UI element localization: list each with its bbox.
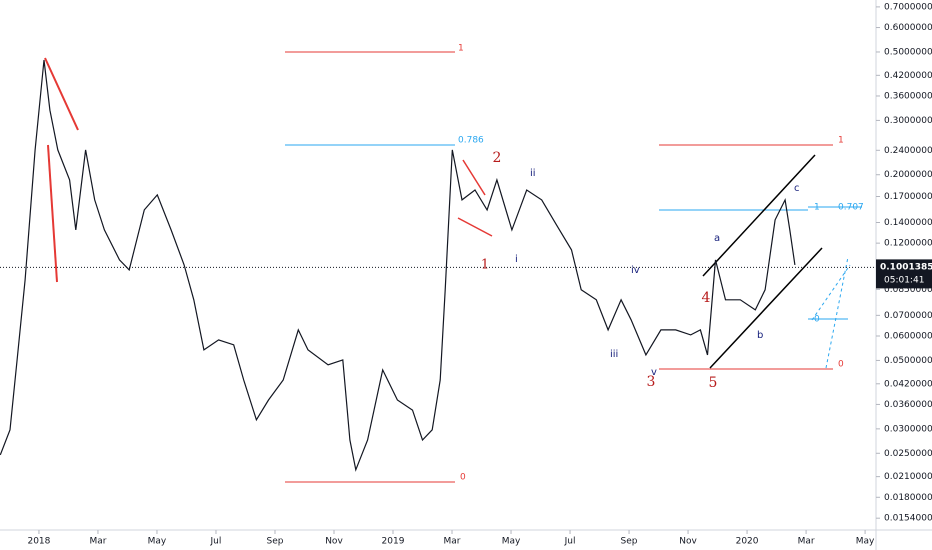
channel-line: [702, 154, 816, 277]
y-tick-label: 0.0700000: [884, 311, 932, 321]
y-tick-label: 0.1400000: [884, 218, 932, 228]
trend-line: [462, 159, 486, 196]
y-tick-label: 0.1700000: [884, 192, 932, 202]
x-tick-label: Nov: [325, 537, 343, 547]
y-tick-label: 0.0250000: [884, 449, 932, 459]
annotation: i: [515, 254, 518, 265]
price-line: [0, 59, 796, 472]
annotation: 0: [838, 360, 844, 370]
annotation: 4: [702, 290, 711, 306]
y-tick-label: 0.0420000: [884, 379, 932, 389]
annotation: b: [757, 330, 763, 341]
x-tick-label: 2018: [27, 537, 50, 547]
annotation: 0: [814, 315, 820, 325]
y-tick-label: 0.0500000: [884, 356, 932, 366]
countdown-label: 05:01:41: [884, 276, 924, 286]
x-tick-label: Jul: [564, 537, 576, 547]
y-tick-label: 0.1200000: [884, 239, 932, 249]
annotation: c: [794, 183, 800, 194]
x-tick-label: 2019: [382, 537, 405, 547]
y-tick-label: 0.0210000: [884, 472, 932, 482]
annotation: 1: [481, 258, 489, 273]
y-tick-label: 0.6000000: [884, 23, 932, 33]
annotation: 2: [493, 150, 502, 166]
x-tick-label: Nov: [679, 537, 697, 547]
last-price-label: 0.10013854: [880, 263, 932, 273]
y-tick-label: 0.0600000: [884, 332, 932, 342]
y-tick-label: 0.2000000: [884, 170, 932, 180]
y-tick-label: 0.3000000: [884, 116, 932, 126]
annotation: 1: [838, 136, 844, 146]
y-tick-label: 0.5000000: [884, 47, 932, 57]
x-tick-label: Sep: [621, 537, 638, 547]
annotation: iii: [610, 349, 618, 360]
x-tick-label: Mar: [444, 537, 461, 547]
x-tick-label: Mar: [89, 537, 106, 547]
y-tick-label: 0.7000000: [884, 2, 932, 12]
annotation: 5: [709, 375, 718, 391]
annotation: 1: [814, 203, 820, 213]
x-tick-label: Jul: [210, 537, 222, 547]
annotation: 0.786: [458, 136, 484, 146]
y-tick-label: 0.0154000: [884, 514, 932, 524]
annotation: 1: [458, 44, 464, 54]
y-tick-label: 0.0360000: [884, 400, 932, 410]
annotation: a: [714, 233, 720, 244]
y-tick-label: 0.4200000: [884, 71, 932, 81]
trend-line: [457, 217, 493, 237]
y-tick-label: 0.0300000: [884, 424, 932, 434]
x-tick-label: Mar: [798, 537, 815, 547]
y-tick-label: 0.2400000: [884, 146, 932, 156]
projection-line: [825, 256, 849, 369]
annotation: ii: [530, 168, 536, 179]
y-tick-label: 0.0850000: [884, 285, 932, 295]
trend-line: [47, 144, 58, 283]
annotation: 3: [647, 374, 656, 390]
annotation: v: [651, 367, 657, 378]
trend-line: [44, 57, 79, 131]
x-tick-label: May: [502, 537, 521, 547]
projection-line: [811, 264, 851, 321]
annotation: 0: [460, 473, 466, 483]
y-tick-label: 0.0180000: [884, 493, 932, 503]
channel-line: [709, 247, 823, 369]
drawings: [44, 51, 862, 483]
x-tick-label: May: [856, 537, 875, 547]
annotation: 0.707: [838, 203, 864, 213]
annotation: iv: [631, 265, 640, 276]
x-tick-label: Sep: [267, 537, 284, 547]
price-box: [876, 259, 932, 289]
y-tick-label: 0.3600000: [884, 91, 932, 101]
x-tick-label: 2020: [736, 537, 759, 547]
x-tick-label: May: [148, 537, 167, 547]
